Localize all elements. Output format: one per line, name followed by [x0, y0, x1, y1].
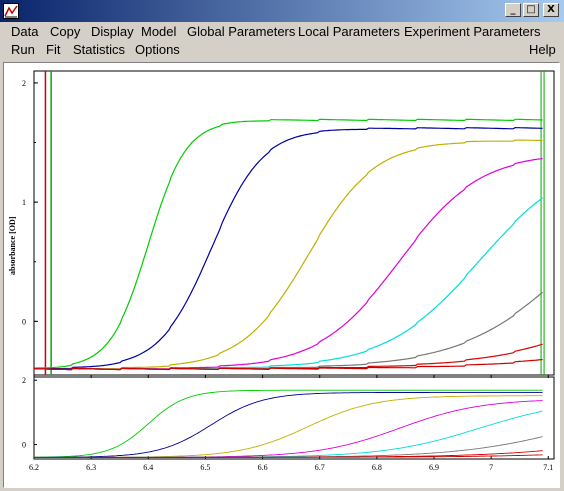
x-tick-label: 7.1: [543, 463, 553, 472]
data-curve-top: [33, 126, 543, 370]
sedimentation-plot[interactable]: 2 1 0 2 0 6.2 6.3 6.4 6.5 6.6 6.7 6.8 6.9 7 7.1: [4, 63, 559, 487]
menu-data[interactable]: Data: [11, 24, 39, 39]
app-icon[interactable]: [3, 3, 19, 19]
data-curve-top: [34, 359, 543, 371]
menu-model[interactable]: Model: [141, 24, 177, 39]
menu-experiment-parameters[interactable]: Experiment Parameters: [404, 24, 541, 39]
data-curve-top: [34, 157, 543, 371]
bottom-y-tick-label: 0: [22, 441, 26, 450]
x-tick-label: 7: [489, 463, 493, 472]
bottom-y-tick-label: 2: [22, 376, 26, 385]
top-panel-frame: [33, 70, 555, 376]
top-y-tick-label: 0: [22, 317, 26, 326]
data-curve-top: [34, 343, 543, 371]
menu-options[interactable]: Options: [135, 42, 180, 57]
menu-copy[interactable]: Copy: [50, 24, 81, 39]
plot-area[interactable]: absorbance [OD] 2 1 0 2 0 6.2 6.3 6.4 6.5 6.6 6.7 6…: [3, 62, 560, 488]
fit-curve-bottom: [34, 395, 543, 458]
fit-curve-bottom: [34, 410, 543, 458]
menu-help[interactable]: Help: [529, 42, 556, 57]
top-y-tick-label: 1: [22, 198, 26, 207]
fit-curve-bottom: [34, 454, 543, 458]
menu-display[interactable]: Display: [91, 24, 134, 39]
title-bar: _ □ X: [0, 0, 564, 22]
menu-run[interactable]: Run: [11, 42, 35, 57]
menu-bar: Data Copy Display Model Global Parameter…: [0, 22, 564, 62]
menu-fit[interactable]: Fit: [46, 42, 61, 57]
minimize-button[interactable]: _: [505, 3, 521, 17]
data-curve-top: [33, 139, 543, 370]
x-tick-label: 6.2: [29, 463, 39, 472]
data-curve-top: [34, 118, 543, 369]
fit-curve-bottom: [34, 436, 543, 458]
bottom-panel-frame: [33, 376, 555, 460]
x-tick-label: 6.5: [200, 463, 210, 472]
fit-curve-bottom: [34, 389, 543, 458]
data-curve-top: [34, 197, 543, 371]
fit-curve-bottom: [34, 391, 543, 458]
top-y-tick-label: 2: [22, 79, 26, 88]
close-button[interactable]: X: [543, 3, 559, 17]
x-tick-label: 6.8: [372, 463, 382, 472]
x-tick-label: 6.4: [143, 463, 153, 472]
x-tick-label: 6.6: [258, 463, 268, 472]
menu-global-parameters[interactable]: Global Parameters: [187, 24, 296, 39]
menu-statistics[interactable]: Statistics: [73, 42, 126, 57]
x-tick-label: 6.3: [86, 463, 96, 472]
x-tick-label: 6.9: [429, 463, 439, 472]
data-curve-top: [34, 291, 543, 371]
maximize-button[interactable]: □: [523, 3, 539, 17]
x-tick-label: 6.7: [315, 463, 325, 472]
menu-local-parameters[interactable]: Local Parameters: [298, 24, 400, 39]
